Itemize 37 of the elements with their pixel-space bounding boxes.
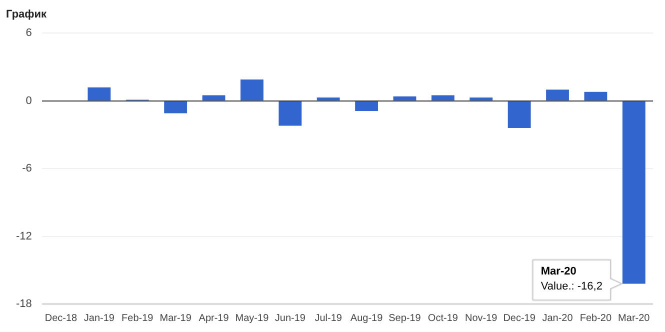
x-tick-label: Jan-19 xyxy=(84,312,115,324)
x-tick-label: Mar-19 xyxy=(160,312,192,324)
bar xyxy=(240,79,264,100)
x-tick-label: Jan-20 xyxy=(542,312,574,324)
bar xyxy=(278,101,302,126)
y-tick-label: 6 xyxy=(26,27,32,40)
x-tick-label: Jul-19 xyxy=(314,312,342,324)
x-tick-label: Nov-19 xyxy=(465,312,498,324)
bar xyxy=(546,90,569,100)
x-tick-label: Apr-19 xyxy=(198,312,230,324)
bar xyxy=(88,87,111,100)
chart-title: График xyxy=(6,8,48,21)
y-tick-label: -12 xyxy=(16,230,32,242)
bar xyxy=(622,101,646,284)
bar xyxy=(431,95,454,100)
bar xyxy=(202,95,226,100)
x-tick-label: Jun-19 xyxy=(274,312,306,324)
x-tick-label: Mar-20 xyxy=(618,312,650,324)
bar xyxy=(584,92,608,100)
bar xyxy=(393,96,416,100)
x-tick-label: Feb-19 xyxy=(122,312,154,324)
bar xyxy=(355,101,378,112)
x-tick-label: Aug-19 xyxy=(350,312,384,324)
y-tick-label: -18 xyxy=(16,298,32,310)
bar xyxy=(316,98,340,100)
bar xyxy=(164,101,188,114)
x-tick-label: Dec-18 xyxy=(44,312,78,324)
x-tick-label: Dec-19 xyxy=(503,312,536,324)
bar xyxy=(508,101,531,128)
x-tick-label: Feb-20 xyxy=(580,312,612,324)
y-tick-label: -6 xyxy=(22,162,32,175)
x-tick-label: May-19 xyxy=(235,312,270,324)
y-tick-label: 0 xyxy=(26,94,32,107)
x-tick-label: Sep-19 xyxy=(388,312,422,324)
bar xyxy=(470,98,493,100)
annotation: Mar-20 Value.: -16,2 xyxy=(540,266,602,293)
x-tick-label: Oct-19 xyxy=(428,312,458,324)
